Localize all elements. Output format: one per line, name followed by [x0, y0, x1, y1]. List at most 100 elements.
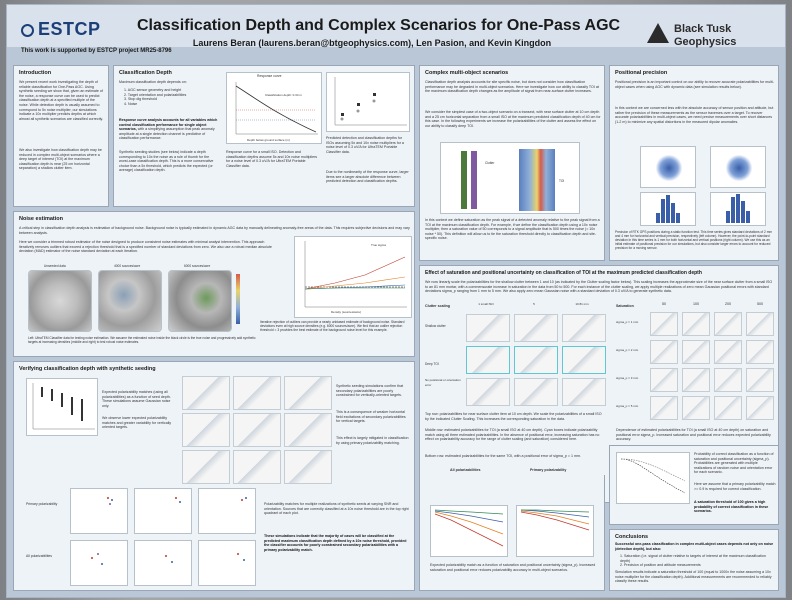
classification-depth-panel: Classification Depth Maximum classificat… — [113, 65, 415, 207]
histogram-bar — [671, 203, 675, 223]
series-line — [434, 509, 504, 515]
all-pol-plot — [434, 509, 504, 547]
match-point — [245, 497, 247, 499]
conclusions-item: 2. Precision of position and attitude me… — [620, 563, 701, 568]
polarizability-tile — [466, 346, 510, 374]
match-point — [101, 563, 103, 565]
match-point — [111, 499, 113, 501]
sigma-row-label: sigma_p = 3 mm — [616, 376, 639, 380]
noise-heading: Noise estimation — [19, 216, 64, 222]
saturation-header: 500 — [757, 302, 763, 306]
sensor-track — [471, 151, 477, 209]
complex-text-1: Classification depth analysis accounts f… — [425, 80, 599, 94]
probability-curve — [620, 458, 686, 482]
conclusions-panel: Conclusions Successful one-pass classifi… — [609, 529, 779, 591]
verifying-heading: Verifying classification depth with synt… — [19, 366, 156, 372]
polarizability-tile — [562, 314, 606, 342]
sigma-row-label: sigma_p = 2 mm — [616, 348, 639, 352]
synthetic-grid — [182, 376, 332, 484]
polarizability-tile — [562, 378, 606, 406]
sat-tile — [714, 340, 742, 364]
match-point — [97, 553, 99, 555]
effect-caption-mid: Middle row: estimated polarizabilities f… — [425, 428, 600, 442]
polarizability-tile — [466, 314, 510, 342]
synthetic-tile — [233, 450, 281, 484]
response-curve-title: Response curve — [257, 74, 282, 78]
primary-polarizability-chart — [516, 505, 594, 557]
toi-label: TOI — [559, 179, 565, 183]
histogram-bar — [656, 213, 660, 223]
saturation-header: 50 — [662, 302, 666, 306]
estimate-line — [304, 287, 405, 290]
match-scatter — [70, 540, 128, 586]
effect-heading: Effect of saturation and positional unce… — [425, 270, 702, 276]
match-scatter — [134, 540, 192, 586]
estcp-logo: ESTCP — [21, 19, 119, 39]
saturation-headers: 50 100 200 500 — [650, 302, 774, 310]
depth-marker — [356, 109, 360, 113]
synthetic-tile — [182, 376, 230, 410]
positional-precision-panel: Positional precision Positional precisio… — [609, 65, 779, 261]
series-line — [520, 509, 590, 518]
sigma-row-label: sigma_p = 1 mm — [616, 320, 639, 324]
conclusions-heading: Conclusions — [615, 534, 649, 540]
effect-text-1: We now linearly scale the polarizabiliti… — [425, 280, 773, 294]
gps-cloud — [725, 155, 753, 181]
transect-map — [519, 149, 555, 211]
sensor-track — [461, 151, 467, 209]
histogram-bar — [736, 194, 740, 223]
scaling-header: 10 81 mm — [575, 302, 589, 306]
synthetic-tile — [284, 376, 332, 410]
polarizability-tile — [466, 378, 510, 406]
synthetic-tile — [233, 376, 281, 410]
histogram-right — [726, 194, 750, 223]
intro-text-1: We present recent work investigating the… — [19, 80, 104, 121]
primary-pol-plot — [520, 509, 590, 531]
logo-line1: Black Tusk — [674, 23, 732, 35]
match-point — [237, 553, 239, 555]
effect-bottom-caption: Expected polarizability match as a funct… — [430, 563, 596, 572]
estcp-mark-icon — [21, 23, 34, 37]
verifying-caption-2: These simulations indicate that the majo… — [264, 534, 407, 552]
match-point — [175, 497, 177, 499]
class-depth-bold: Response curve analysis accounts for all… — [119, 118, 218, 132]
effect-caption-top: Top row: polarizabilities for near surfa… — [425, 412, 602, 421]
scaling-header: 1 small ISO — [478, 302, 494, 306]
noise-map-unseeded — [28, 270, 92, 332]
sat-tile — [746, 340, 774, 364]
class-depth-item: 4. Noise — [124, 101, 138, 106]
series-line — [434, 510, 504, 523]
match-point — [165, 555, 167, 557]
complex-heading: Complex multi-object scenarios — [425, 70, 509, 76]
response-curve-annotation: Classification depth: 0.34 m — [265, 93, 302, 97]
sat-tile — [714, 396, 742, 420]
conclusions-item: 1. Saturation (i.e. signal of clutter re… — [620, 554, 766, 563]
position-histogram-left — [640, 192, 696, 226]
estcp-logo-text: ESTCP — [38, 19, 101, 39]
match-scatter — [134, 488, 192, 534]
sat-tile — [650, 312, 678, 336]
positional-text-1: Positional precision is an important con… — [615, 80, 774, 89]
classification-depth-heading: Classification Depth — [119, 70, 172, 76]
histogram-bar — [746, 211, 750, 223]
intro-heading: Introduction — [19, 70, 52, 76]
match-point — [179, 501, 181, 503]
complex-scenarios-panel: Complex multi-object scenarios Classific… — [419, 65, 605, 261]
noise-text-2: Here we consider a trimmed robust estima… — [19, 240, 272, 254]
histogram-left — [656, 195, 680, 223]
noise-caption-right: Iterative rejection of outliers can prov… — [260, 320, 405, 333]
verifying-text-1: Expected polarizability matches (using a… — [102, 390, 171, 408]
probability-chart — [616, 452, 690, 504]
seed-depth-plot — [32, 383, 95, 430]
synthetic-tile — [284, 450, 332, 484]
verifying-caption-1: Polarizability matches for multiple real… — [264, 502, 409, 516]
poster-authors: Laurens Beran (laurens.beran@btgeophysic… — [192, 38, 552, 48]
class-depth-p2: with a simplifying assumption that peak … — [119, 127, 215, 141]
saturation-row-label: Saturation — [616, 304, 634, 308]
scaling-header: 5 — [533, 302, 535, 306]
class-depth-caption-3: Due to the nonlinearity of the response … — [326, 170, 409, 184]
seed-box — [51, 389, 53, 401]
probability-panel: Probability of correct classification as… — [609, 445, 779, 525]
noise-xlabel: Density (sources/acre) — [331, 310, 362, 314]
scaling-headers: 1 small ISO 5 10 81 mm — [466, 302, 606, 312]
